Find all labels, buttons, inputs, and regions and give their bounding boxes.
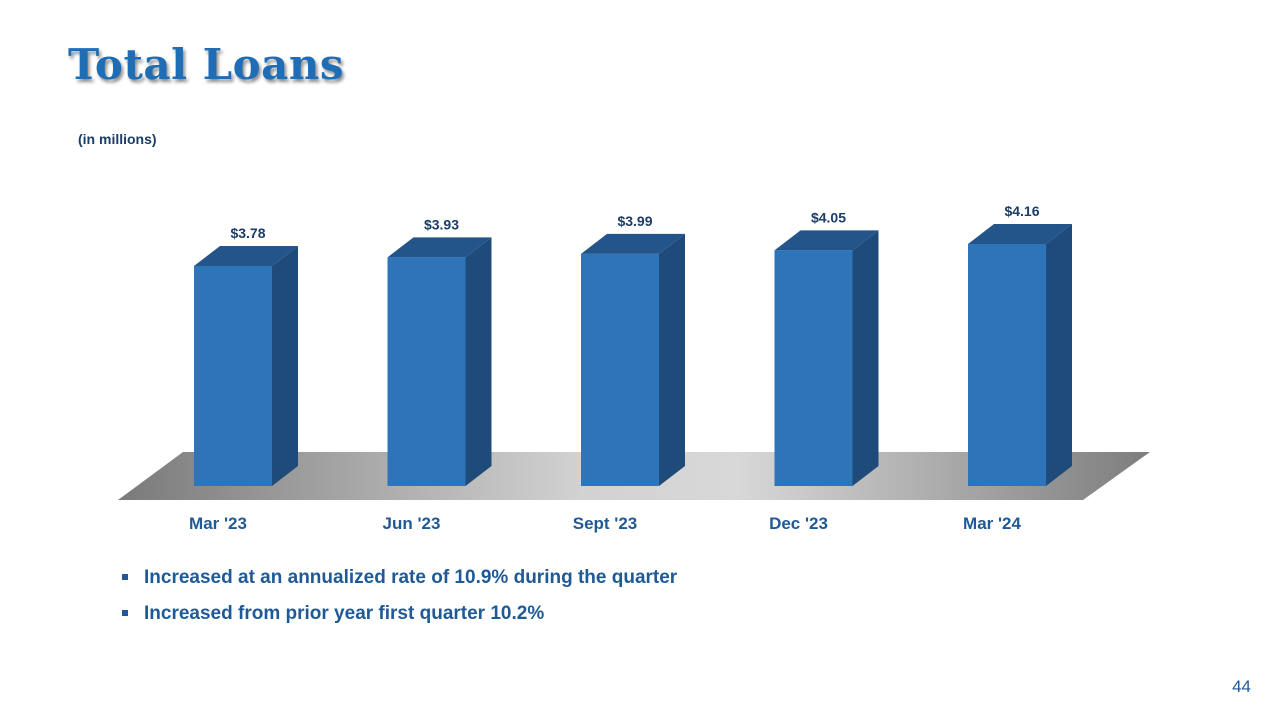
bar-side [1046,224,1072,486]
bar-front [774,250,853,486]
bullet-marker-icon [122,574,128,580]
bar-front [387,257,466,486]
data-label: $3.93 [424,216,459,232]
data-label: $4.05 [811,209,846,225]
category-label: Mar '23 [189,514,247,533]
bar-front [968,244,1046,486]
bar-top [968,224,1072,244]
bar [387,237,492,486]
bar-side [852,230,879,486]
bullet-text: Increased at an annualized rate of 10.9%… [144,567,678,588]
bar-top [387,237,492,258]
category-label: Sept '23 [573,514,638,533]
bar-top [581,233,685,254]
bar-top [194,246,298,266]
data-label: $4.16 [1004,203,1039,219]
loans-bar-chart: $3.78 $3.93 $3.99 $4.05 $4.16 Mar '23 Jun '23… [118,203,1150,533]
page-title: Total Loans [68,40,345,89]
bullet-item: Increased from prior year first quarter … [120,602,677,626]
bar-front [194,266,272,486]
bullet-text: Increased from prior year first quarter … [144,603,545,624]
bar-front [581,253,659,486]
page-number: 44 [1232,677,1251,696]
bullet-list: Increased at an annualized rate of 10.9%… [120,566,677,638]
unit-note: (in millions) [78,131,157,147]
category-label: Jun '23 [383,514,441,533]
bar [774,230,879,486]
bar [194,246,298,486]
bar-top [774,230,879,251]
data-label: $3.78 [230,225,265,241]
category-label: Mar '24 [963,514,1021,533]
bullet-marker-icon [122,610,128,616]
bar [968,224,1072,486]
bullet-item: Increased at an annualized rate of 10.9%… [120,566,677,590]
bar-side [465,237,492,486]
data-label: $3.99 [617,213,652,229]
category-label: Dec '23 [769,514,828,533]
bar-side [272,246,298,486]
bar-side [659,233,685,486]
bar [581,233,685,486]
